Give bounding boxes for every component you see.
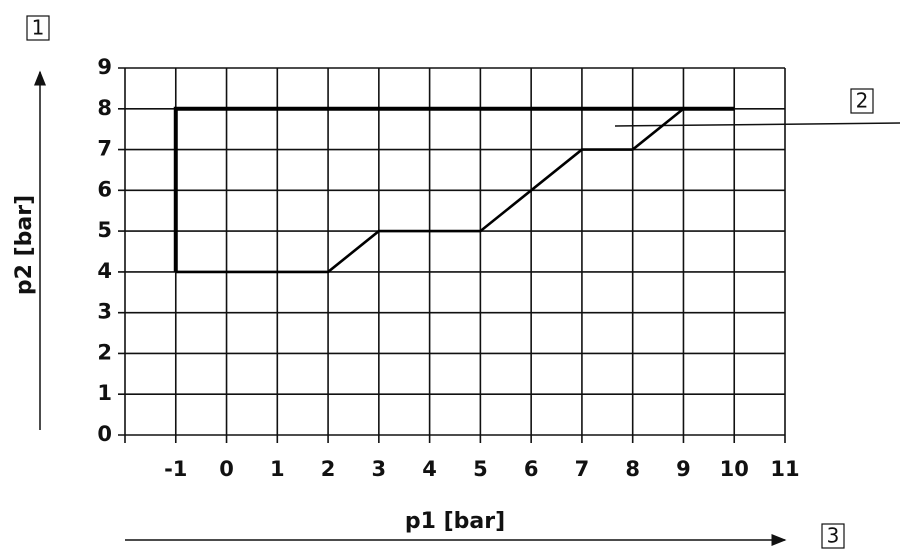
y-tick-label: 5 <box>97 218 112 242</box>
y-tick-label: 3 <box>97 300 112 324</box>
x-tick-label: 10 <box>720 457 749 481</box>
y-tick-label: 7 <box>97 137 112 161</box>
x-tick-label: 3 <box>372 457 387 481</box>
x-tick-label: 0 <box>219 457 234 481</box>
x-tick-label: 4 <box>422 457 437 481</box>
x-tick-label: 6 <box>524 457 539 481</box>
callout-line <box>614 122 901 127</box>
callout-box <box>821 523 845 549</box>
x-tick-label: 5 <box>473 457 488 481</box>
callout-box <box>26 15 50 41</box>
y-tick-label: 0 <box>97 422 112 446</box>
y-tick-label: 9 <box>97 55 112 79</box>
y-tick-label: 8 <box>97 96 112 120</box>
x-tick-label: 9 <box>676 457 691 481</box>
x-tick-label: -1 <box>164 457 187 481</box>
y-tick-label: 2 <box>97 340 112 364</box>
x-tick-label: 8 <box>625 457 640 481</box>
y-tick-label: 1 <box>97 381 112 405</box>
y-tick-label: 6 <box>97 177 112 201</box>
x-axis-label: p1 [bar] <box>405 509 505 534</box>
callout-label: 1 <box>32 16 45 40</box>
y-axis-label: p2 [bar] <box>12 195 37 295</box>
callout-label: 3 <box>827 524 840 548</box>
y-tick-label: 4 <box>97 259 112 283</box>
x-tick-label: 7 <box>575 457 590 481</box>
callout-label: 2 <box>856 89 869 113</box>
x-tick-label: 11 <box>770 457 799 481</box>
x-tick-label: 1 <box>270 457 285 481</box>
callout-box <box>850 88 874 114</box>
data-line <box>175 107 735 274</box>
data-line <box>173 106 735 272</box>
x-tick-label: 2 <box>321 457 336 481</box>
